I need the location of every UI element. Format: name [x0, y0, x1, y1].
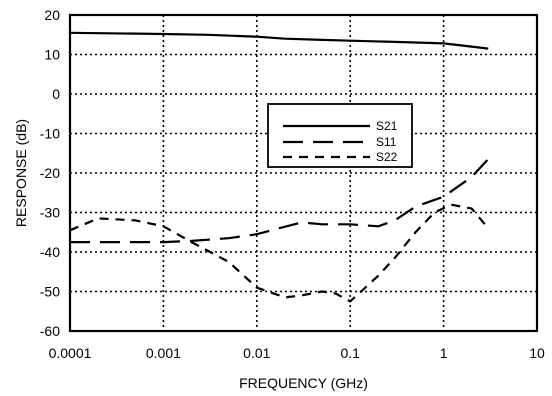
y-tick-label: 0 [52, 86, 60, 102]
plot-frame [68, 13, 539, 333]
x-tick-label: 0.0001 [49, 345, 92, 361]
y-tick-label: -30 [40, 205, 60, 221]
legend-label-s21: S21 [376, 119, 398, 133]
y-tick-label: -20 [40, 165, 60, 181]
x-tick-label: 1 [440, 345, 448, 361]
legend-label-s11: S11 [376, 135, 397, 149]
grid-lines [70, 15, 537, 331]
y-tick-label: 20 [44, 7, 60, 23]
y-axis-ticks: 20 10 0 -10 -20 -30 -40 -50 -60 [40, 7, 60, 339]
series-line-s11 [70, 158, 490, 244]
y-tick-label: -40 [40, 244, 60, 260]
y-tick-label: -10 [40, 126, 60, 142]
x-tick-label: 0.1 [340, 345, 360, 361]
y-tick-label: 10 [44, 47, 60, 63]
x-tick-label: 0.001 [146, 345, 181, 361]
y-axis-title: RESPONSE (dB) [13, 119, 29, 227]
x-axis-title: FREQUENCY (GHz) [239, 375, 368, 391]
series-lines [69, 31, 490, 303]
y-tick-label: -60 [40, 323, 60, 339]
x-axis-ticks: 0.0001 0.001 0.01 0.1 1 10 [49, 345, 545, 361]
series-line-s22 [69, 203, 490, 303]
x-tick-label: 0.01 [243, 345, 270, 361]
series-line-s21 [69, 31, 489, 50]
legend-label-s22: S22 [376, 150, 398, 164]
y-tick-label: -50 [40, 284, 60, 300]
x-tick-label: 10 [529, 345, 545, 361]
